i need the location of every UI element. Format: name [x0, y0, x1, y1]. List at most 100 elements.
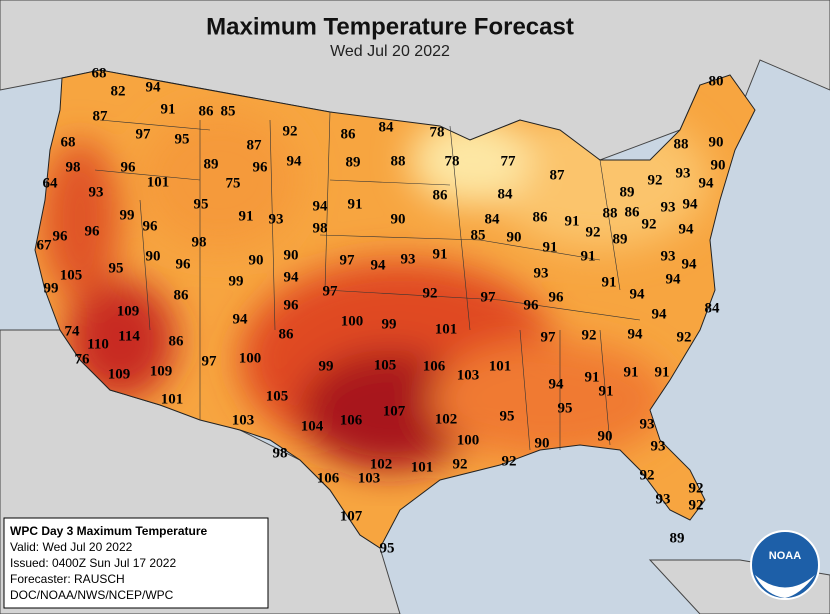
temperature-label: 85: [471, 227, 486, 243]
temperature-label: 102: [370, 456, 393, 472]
temperature-label: 84: [379, 119, 395, 135]
info-title: WPC Day 3 Maximum Temperature: [10, 524, 207, 538]
temperature-label: 86: [433, 187, 449, 203]
temperature-label: 86: [625, 204, 641, 220]
temperature-label: 99: [44, 280, 59, 296]
temperature-label: 88: [391, 153, 406, 169]
temperature-label: 99: [382, 316, 397, 332]
info-line: Issued: 0400Z Sun Jul 17 2022: [10, 556, 176, 570]
temperature-label: 94: [683, 196, 699, 212]
temperature-label: 92: [582, 327, 597, 343]
temperature-label: 89: [620, 184, 635, 200]
temperature-label: 97: [323, 283, 339, 299]
temperature-label: 109: [108, 366, 131, 382]
info-line: Forecaster: RAUSCH: [10, 572, 125, 586]
temperature-label: 94: [233, 311, 249, 327]
temperature-label: 97: [481, 289, 497, 305]
temperature-label: 86: [341, 126, 357, 142]
temperature-label: 102: [435, 411, 458, 427]
temperature-label: 109: [117, 303, 140, 319]
temperature-label: 94: [699, 175, 715, 191]
temperature-label: 98: [313, 220, 328, 236]
temperature-label: 95: [558, 400, 573, 416]
temperature-label: 114: [118, 328, 140, 344]
temperature-label: 98: [192, 234, 207, 250]
temperature-label: 106: [340, 412, 363, 428]
temperature-label: 97: [340, 252, 356, 268]
temperature-label: 91: [655, 364, 670, 380]
temperature-label: 95: [380, 540, 395, 556]
temperature-label: 84: [498, 186, 514, 202]
date: Wed Jul 20 2022: [330, 43, 450, 60]
temperature-label: 94: [146, 79, 162, 95]
temperature-label: 80: [709, 73, 724, 89]
temperature-label: 95: [194, 196, 209, 212]
temperature-label: 101: [435, 321, 458, 337]
state-lines: [94, 111, 641, 451]
temperature-label: 97: [541, 329, 557, 345]
temperature-label: 93: [640, 416, 655, 432]
temperature-label: 92: [283, 123, 298, 139]
temperature-label: 91: [348, 196, 363, 212]
temperature-label: 91: [565, 213, 580, 229]
temperature-label: 91: [239, 208, 254, 224]
temperature-label: 109: [150, 363, 173, 379]
temperature-label: 99: [319, 358, 334, 374]
temperature-label: 93: [676, 165, 691, 181]
temperature-label: 68: [92, 65, 107, 81]
temperature-label: 86: [169, 333, 185, 349]
temperature-label: 100: [457, 432, 480, 448]
temperature-label: 68: [61, 134, 76, 150]
temperature-label: 95: [175, 131, 190, 147]
temperature-label: 104: [301, 418, 324, 434]
temperature-label: 90: [146, 248, 161, 264]
temperature-label: 96: [85, 223, 101, 239]
temperature-label: 103: [358, 470, 381, 486]
temperature-label: 88: [603, 205, 618, 221]
info-line: Valid: Wed Jul 20 2022: [10, 540, 133, 554]
temperature-label: 94: [679, 221, 695, 237]
temperature-label: 92: [423, 285, 438, 301]
temperature-label: 91: [161, 101, 176, 117]
temperature-label: 110: [87, 336, 109, 352]
temperature-label: 90: [711, 157, 726, 173]
temperature-label: 107: [340, 508, 363, 524]
cool-field: [410, 115, 530, 205]
temperature-label: 91: [602, 274, 617, 290]
temperature-label: 88: [674, 136, 689, 152]
temperature-label: 94: [287, 153, 303, 169]
temperature-label: 93: [661, 199, 676, 215]
temperature-label: 89: [670, 530, 685, 546]
temperature-label: 87: [93, 108, 109, 124]
temperature-label: 82: [111, 83, 126, 99]
temperature-label: 92: [648, 172, 663, 188]
temperature-label: 106: [423, 358, 446, 374]
temperature-label: 94: [652, 306, 668, 322]
temperature-label: 93: [534, 265, 549, 281]
temperature-label: 94: [630, 286, 646, 302]
temperature-label: 106: [317, 470, 340, 486]
temperature-label: 93: [401, 251, 416, 267]
temperature-label: 99: [120, 207, 135, 223]
field: [140, 110, 300, 250]
temperature-label: 75: [226, 175, 241, 191]
hot-field: [300, 350, 480, 470]
temperature-label: 92: [689, 497, 704, 513]
temperature-label: 91: [433, 246, 448, 262]
temperature-label: 92: [640, 467, 655, 483]
temperature-label: 96: [284, 297, 300, 313]
temperature-label: 86: [279, 326, 295, 342]
temperature-label: 98: [273, 445, 288, 461]
temperature-label: 96: [549, 289, 565, 305]
temperature-label: 101: [161, 391, 184, 407]
temperature-label: 76: [75, 351, 91, 367]
info-box: [3, 517, 269, 609]
temperature-label: 94: [682, 256, 698, 272]
hot-field: [40, 140, 120, 300]
temperature-label: 94: [666, 271, 682, 287]
temperature-label: 90: [507, 229, 522, 245]
temperature-label: 100: [341, 313, 364, 329]
temperature-label: 91: [599, 383, 614, 399]
temperature-label: 101: [411, 459, 434, 475]
